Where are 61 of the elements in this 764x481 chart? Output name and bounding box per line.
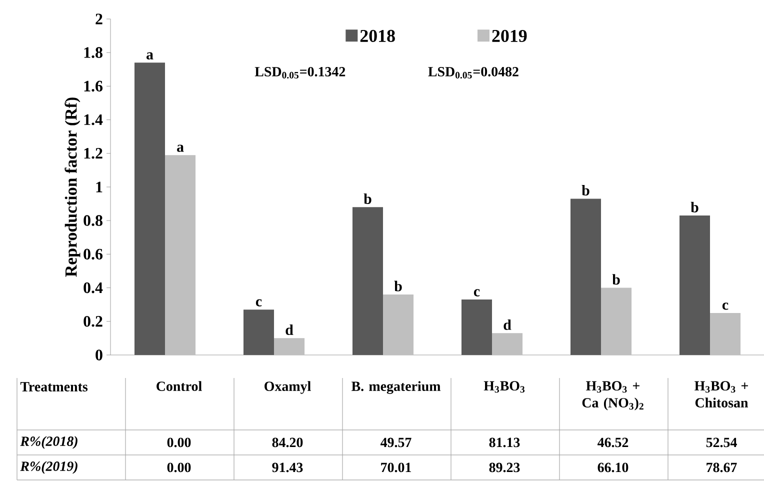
data-label: b (690, 202, 698, 212)
y-tick-label: 0.4 (84, 282, 103, 294)
data-label: d (286, 324, 294, 335)
y-tick-label: 1 (96, 182, 102, 192)
y-tick-label: 0.6 (84, 248, 103, 260)
legend-label: 2018 (360, 30, 395, 42)
bar (601, 288, 632, 355)
bar (570, 198, 602, 355)
text: 70.01 (381, 462, 411, 472)
y-tick-label: 1.8 (84, 47, 102, 58)
annotation: LSD$_{0.05}$=0.0482 (428, 66, 518, 79)
data-label: c (474, 289, 480, 296)
bar (243, 310, 274, 355)
text: 78.67 (706, 462, 737, 472)
data-label: a (177, 144, 184, 152)
x-axis-title: Treatments (20, 382, 88, 392)
text: 66.10 (598, 462, 628, 472)
data-label: c (722, 302, 728, 310)
y-tick-label: 0.2 (84, 316, 102, 327)
x-tick-label: H$_{3}$BO$_{3}$ + Chitosan (694, 381, 748, 408)
bar (383, 294, 414, 355)
data-label: d (504, 319, 512, 330)
y-tick-label: 2 (96, 14, 102, 24)
bar (134, 62, 166, 355)
x-tick-label: Control (156, 381, 202, 392)
text: 91.43 (272, 462, 303, 472)
text: 49.57 (380, 438, 412, 448)
legend-label: 2019 (492, 30, 527, 42)
bar (461, 300, 492, 355)
bar (679, 216, 710, 355)
text: 52.54 (706, 438, 737, 448)
text: 89.23 (489, 462, 520, 472)
text: 0.00 (167, 462, 191, 472)
y-tick-label: 0 (96, 350, 102, 360)
bar (274, 338, 305, 355)
data-label: c (256, 299, 262, 306)
text: 0.00 (167, 438, 191, 448)
category-label: H$_{3}$BO$_{3}$ + Ca (NO$_{3}$)$_{2}$ (582, 381, 644, 410)
x-tick-label: H$_{3}$BO$_{3}$ (484, 381, 525, 393)
bar (352, 207, 384, 355)
text: 84.20 (272, 438, 303, 448)
x-tick-label: B. megaterium (352, 381, 441, 394)
annotation: LSD$_{0.05}$=0.1342 (254, 66, 346, 79)
y-tick-label: 1.6 (84, 80, 103, 92)
text: R%(2018) (20, 436, 78, 449)
text: 81.13 (489, 438, 520, 448)
y-tick-label: 1.2 (84, 148, 102, 159)
bar (710, 312, 741, 355)
bar (165, 155, 196, 355)
y-tick-label: 1.4 (84, 114, 103, 126)
text: R%(2019) (20, 461, 78, 474)
data-label: b (394, 280, 402, 292)
data-label: b (364, 193, 372, 204)
y-tick-label: 0.8 (84, 215, 102, 226)
data-label: b (582, 185, 590, 196)
data-label: a (146, 52, 154, 60)
y-axis-title: Reproduction factor (Rf) (64, 98, 80, 277)
data-label: b (612, 274, 620, 285)
text: 46.52 (598, 438, 628, 448)
x-tick-label: Oxamyl (264, 381, 311, 394)
bar (492, 333, 523, 355)
